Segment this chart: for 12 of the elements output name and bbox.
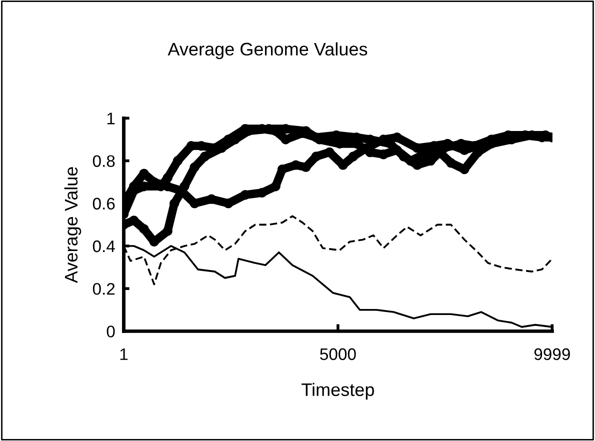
y-tick-label: 1 [107, 112, 115, 124]
x-axis-title: Timestep [302, 382, 374, 400]
x-tick-label: 1 [120, 348, 128, 360]
y-tick-label: 0.8 [92, 155, 115, 167]
y-tick-label: 0.6 [92, 198, 115, 210]
y-axis-title: Average Value [64, 167, 82, 284]
y-tick-label: 0.2 [92, 282, 115, 295]
y-tick-label: 0.4 [92, 240, 115, 252]
chart-title: Average Genome Values [168, 42, 368, 60]
x-tick-label: 5000 [320, 348, 356, 360]
y-tick-label: 0 [106, 326, 115, 338]
x-tick-label: 9999 [534, 348, 570, 360]
